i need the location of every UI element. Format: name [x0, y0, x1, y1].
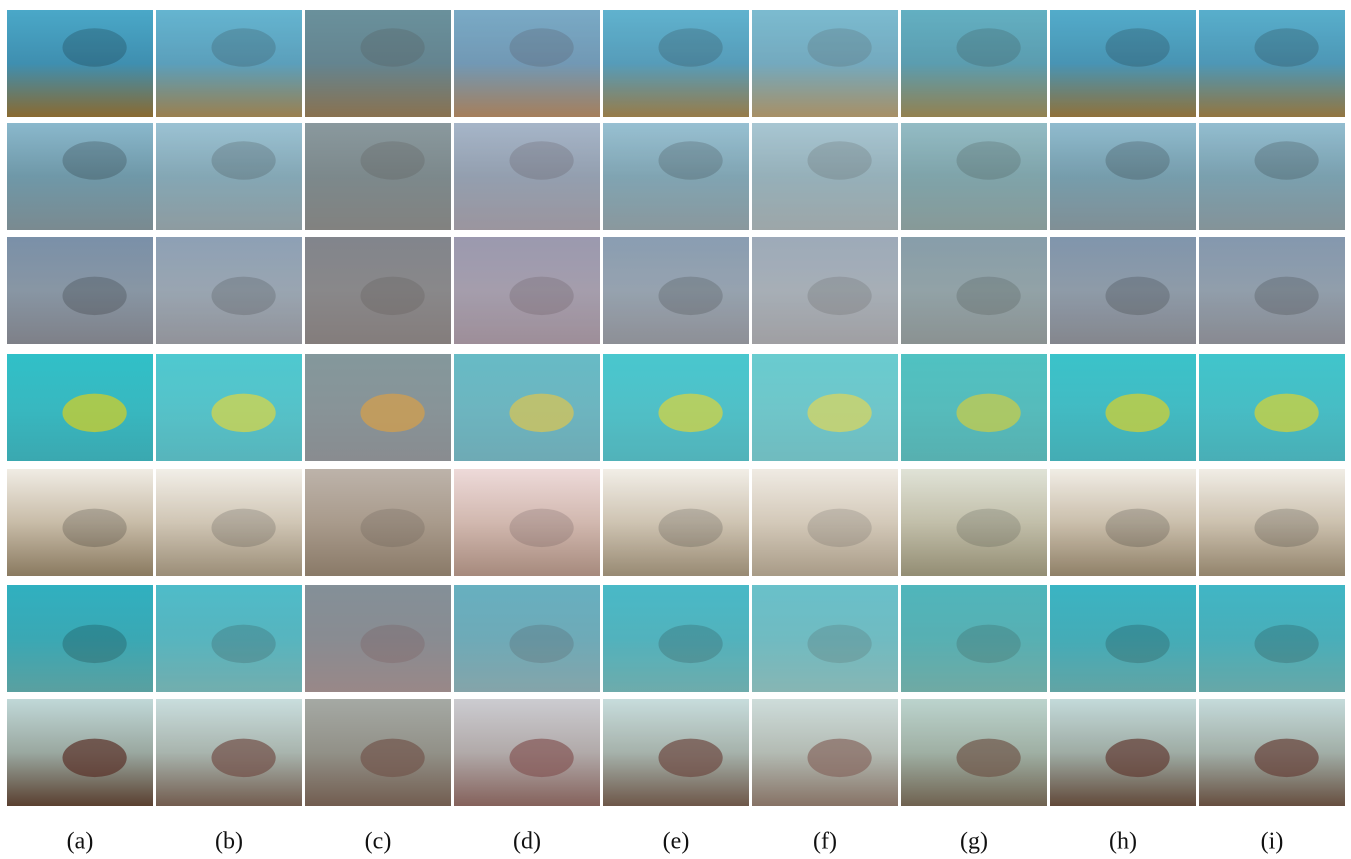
photo-tint [454, 10, 600, 117]
photo-subject [62, 277, 126, 316]
photo-tint [752, 699, 898, 806]
figure: (a) (b) (c) (d) (e) (f) (g) (h) (i) [0, 0, 1351, 859]
photo-tint [1050, 469, 1196, 576]
photo-tint [1199, 237, 1345, 344]
photo-tint [156, 354, 302, 461]
photo-tint [752, 585, 898, 692]
photo-tint [454, 699, 600, 806]
photo-subject [62, 28, 126, 67]
column-label: (e) [663, 829, 690, 855]
photo-tint [901, 699, 1047, 806]
photo-tint [1050, 237, 1196, 344]
photo-tint [156, 699, 302, 806]
photo-tint [901, 469, 1047, 576]
photo-tint [454, 469, 600, 576]
photo-tint [603, 354, 749, 461]
photo-tint [901, 237, 1047, 344]
photo-tint [454, 585, 600, 692]
photo-tint [603, 699, 749, 806]
photo-tint [1199, 469, 1345, 576]
photo-tint [752, 469, 898, 576]
photo-tint [305, 237, 451, 344]
photo-tint [305, 469, 451, 576]
photo-tint [156, 123, 302, 230]
photo-tint [454, 123, 600, 230]
photo-tint [603, 469, 749, 576]
photo-tint [1050, 585, 1196, 692]
photo-tint [752, 354, 898, 461]
photo-tint [752, 10, 898, 117]
photo-subject [62, 394, 126, 433]
photo-tint [156, 469, 302, 576]
photo-tint [305, 123, 451, 230]
column-label: (i) [1261, 829, 1284, 855]
photo-tint [1199, 10, 1345, 117]
photo-subject [62, 625, 126, 664]
column-label: (c) [365, 829, 392, 855]
photo-tint [156, 237, 302, 344]
photo-tint [1050, 123, 1196, 230]
photo-tint [603, 10, 749, 117]
photo-tint [1199, 699, 1345, 806]
photo-tint [454, 237, 600, 344]
photo-tint [901, 585, 1047, 692]
photo-tint [156, 585, 302, 692]
photo-tint [901, 123, 1047, 230]
photo-tint [1199, 585, 1345, 692]
photo-tint [603, 585, 749, 692]
photo-subject [62, 739, 126, 778]
photo-tint [901, 354, 1047, 461]
column-label: (f) [813, 829, 837, 855]
photo-tint [305, 585, 451, 692]
photo-tint [752, 237, 898, 344]
column-label: (b) [215, 829, 243, 855]
photo-tint [603, 237, 749, 344]
page: (a)(b)(c)(d)(e)(f)(g)(h)(i) (() => { con… [0, 0, 1351, 859]
photo-tint [1199, 123, 1345, 230]
photo-tint [156, 10, 302, 117]
photo-tint [305, 699, 451, 806]
column-label: (g) [960, 829, 988, 855]
photo-tint [603, 123, 749, 230]
column-label: (h) [1109, 829, 1137, 855]
photo-tint [1199, 354, 1345, 461]
photo-tint [305, 354, 451, 461]
photo-tint [305, 10, 451, 117]
photo-tint [1050, 699, 1196, 806]
photo-tint [901, 10, 1047, 117]
photo-tint [454, 354, 600, 461]
photo-tint [1050, 10, 1196, 117]
photo-tint [752, 123, 898, 230]
photo-tint [1050, 354, 1196, 461]
column-label: (a) [67, 829, 94, 855]
photo-subject [62, 141, 126, 180]
column-label: (d) [513, 829, 541, 855]
photo-subject [62, 509, 126, 548]
